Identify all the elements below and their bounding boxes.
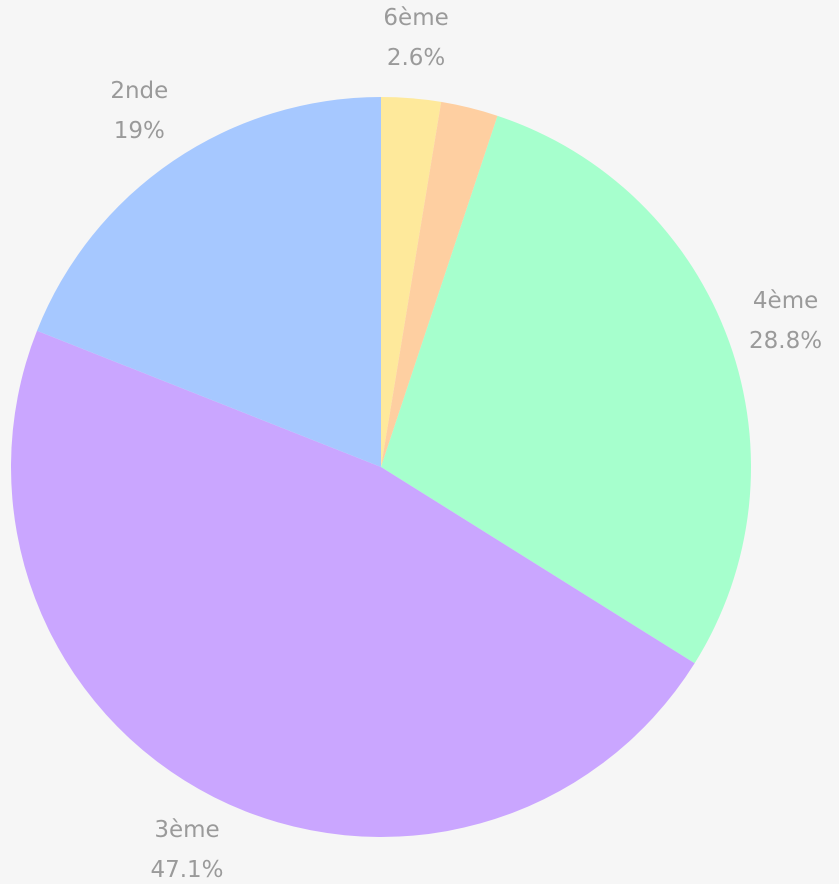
pie-slice: [381, 97, 442, 467]
pie-slice: [381, 115, 752, 664]
slice-label: 3ème: [154, 817, 219, 843]
pie-slice: [381, 101, 498, 467]
slice-label: 6ème: [383, 5, 448, 31]
pie-slice: [36, 97, 382, 467]
slice-value: 19%: [114, 118, 165, 144]
slice-label: 4ème: [753, 288, 818, 314]
pie-slice: [11, 330, 695, 837]
slice-label: 2nde: [110, 78, 168, 104]
slice-value: 28.8%: [749, 328, 822, 354]
slice-value: 2.6%: [387, 45, 445, 71]
slice-value: 47.1%: [150, 857, 223, 883]
